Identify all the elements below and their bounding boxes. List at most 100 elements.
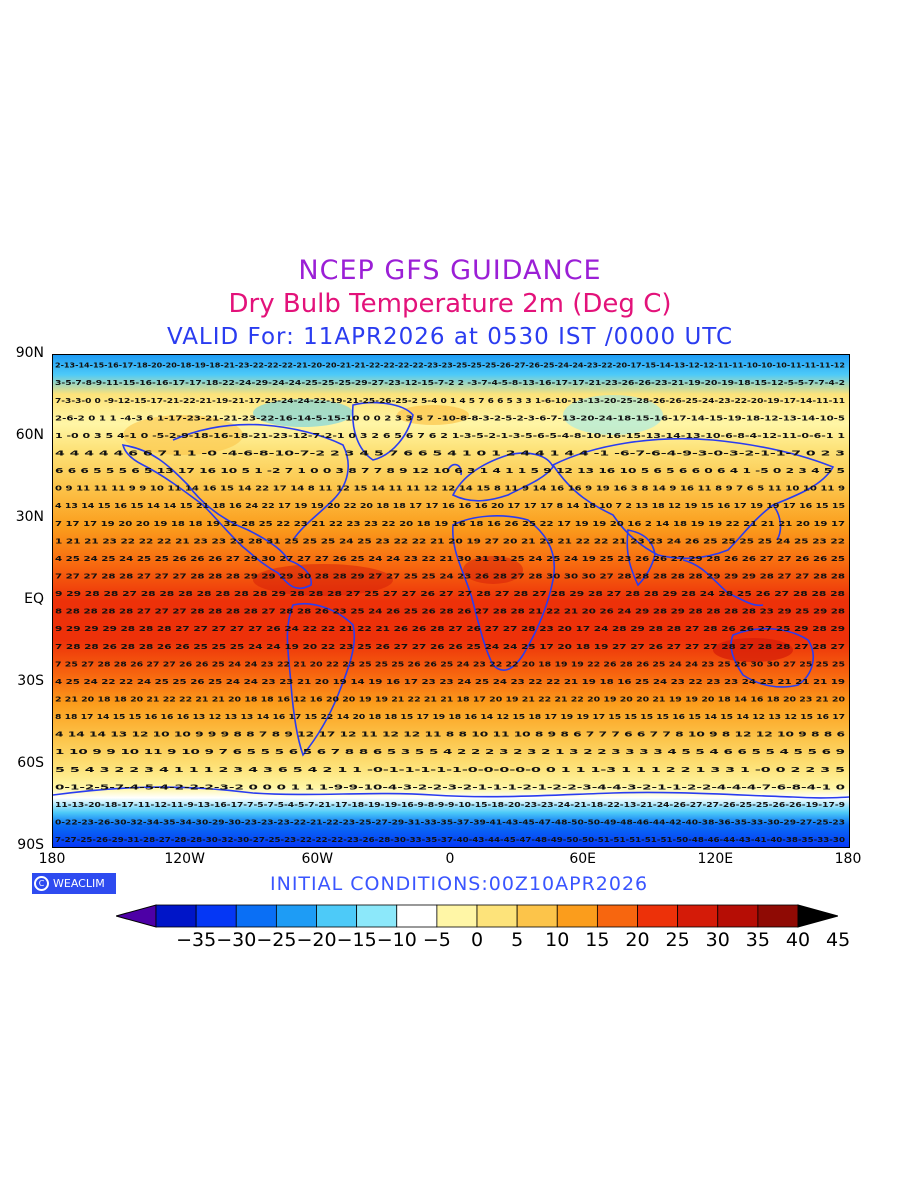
greenland-outline [351,401,414,461]
colorbar-swatch [275,904,317,928]
colorbar [116,904,838,928]
colorbar-label: −5 [422,929,451,951]
colorbar-swatch [757,904,799,928]
weaclim-logo: C WEACLIM [32,873,116,894]
temperature-row: 8 28 28 28 28 27 27 27 28 28 28 28 27 28… [55,607,845,616]
cool-patch [563,395,663,435]
temperature-row: 0-1-2-5-7-4-5-4-2-2-2-3-2 0 0 0 1 1 1-9-… [55,782,845,791]
temperature-row: 2-13-14-15-16-17-18-20-20-18-19-18-21-23… [55,361,845,370]
longitude-label: 120E [697,851,734,867]
colorbar-swatch [235,904,277,928]
warm-patch [463,556,523,584]
temperature-row: 4 13 14 15 16 15 14 14 15 21 18 16 24 22… [55,501,845,510]
colorbar-label: 40 [785,929,811,951]
map-subtitle: Dry Bulb Temperature 2m (Deg C) [228,289,672,319]
cool-patch [397,405,469,425]
colorbar-swatch [396,904,438,928]
antarctica-outline [53,786,849,799]
colorbar-label: 25 [665,929,690,951]
coastlines [53,401,849,799]
colorbar-high-triangle [797,904,838,928]
colorbar-label: −25 [256,929,297,951]
colorbar-label: 20 [625,929,650,951]
temperature-row: 4 14 14 13 12 10 10 9 9 9 8 8 7 8 9 12 1… [55,730,845,739]
temperature-row: 11-13-20-18-17-11-12-11-9-13-16-17-7-5-7… [55,800,845,809]
temperature-row: 1 21 21 23 22 22 22 21 23 23 23 28 31 25… [55,536,845,545]
colorbar-swatch [717,904,759,928]
temperature-row: 4 25 24 22 22 24 25 25 26 25 24 24 23 23… [55,677,845,686]
longitude-label: 60E [569,851,596,867]
colorbar-swatch [556,904,598,928]
colorbar-label: −10 [376,929,417,951]
temperature-row: 5 5 4 3 2 2 3 4 1 1 1 2 3 4 3 6 5 4 2 1 … [55,765,845,774]
temperature-row: 7 17 17 19 20 20 19 18 18 19 32 28 25 22… [55,519,845,528]
temperature-row: 0 9 11 11 11 9 9 10 11 14 16 15 14 22 17… [55,484,845,493]
colorbar-label: −15 [336,929,377,951]
colorbar-swatch [316,904,358,928]
north-america-north [172,423,349,541]
latitude-label: 60N [15,427,44,443]
temperature-row: 8 18 17 14 15 15 16 16 16 13 12 13 13 14… [55,712,845,721]
temperature-row: 7 27 27 28 28 27 27 27 28 28 28 29 29 29… [55,572,845,581]
colorbar-swatch [677,904,719,928]
latitude-label: 90N [15,345,44,361]
colorbar-label: 10 [545,929,570,951]
longitude-label: 180 [834,851,862,867]
latitude-label: 30N [15,509,44,525]
colorbar-label: 35 [745,929,770,951]
temperature-row: 7 28 28 26 28 28 26 26 25 25 25 24 24 19… [55,642,845,651]
colorbar-label: 30 [705,929,730,951]
uk-outline [447,463,463,476]
colorbar-label: −30 [216,929,257,951]
temperature-row: 6 6 6 5 5 5 6 5 13 17 16 10 5 1 -2 7 1 0… [55,466,845,475]
temperature-row: 4 25 24 25 24 25 25 26 26 26 27 29 30 27… [55,554,845,563]
europe-outline [451,452,554,502]
australia-outline [730,627,814,688]
india-outline [626,529,656,587]
temperature-row: 7 25 27 28 28 26 27 27 26 26 25 24 24 23… [55,659,845,668]
colorbar-swatch [596,904,638,928]
longitude-label: 180 [38,851,66,867]
temperature-map: 2-13-14-15-16-17-18-20-20-18-19-18-21-23… [52,354,850,848]
longitude-label: 0 [445,851,455,867]
latitude-label: 30S [17,673,44,689]
colorbar-label: −35 [176,929,217,951]
temperature-row: 9 29 28 28 27 28 28 28 28 28 28 28 29 28… [55,589,845,598]
temperature-row: 2 21 20 18 18 20 21 22 22 21 21 20 18 18… [55,695,845,704]
temperature-row: 1 10 9 9 10 11 9 10 9 7 6 5 5 5 6 5 6 7 … [55,747,845,756]
cool-patch [253,399,353,427]
temperature-row: 9 29 29 29 28 28 28 27 27 27 27 27 26 24… [55,624,845,633]
longitude-label: 120W [164,851,205,867]
asia-outline [551,437,835,560]
colorbar-swatch [476,904,518,928]
colorbar-labels: −35 −30 −25 −20 −15 −10 −5 0 5 10 15 20 25 30 35 40 45 [0,929,900,953]
longitude-label: 60W [301,851,334,867]
cool-patch [123,415,243,455]
logo-text: WEACLIM [53,877,105,890]
colorbar-swatch [436,904,478,928]
south-america-outline [286,602,356,757]
temperature-row: 2-6-2 0 1 1 -4-3 6 1-17-23-21-21-23-22-1… [55,413,845,422]
latitude-label: 60S [17,755,44,771]
valid-time: VALID For: 11APR2026 at 0530 IST /0000 U… [166,324,734,350]
colorbar-swatch [356,904,398,928]
colorbar-label: 45 [826,929,851,951]
temperature-row: 7-27-25-26-29-31-28-27-28-28-30-32-30-27… [55,835,845,844]
temperature-row: 1 -0 0 3 5 4-1 0 -5-2-9-18-16-18-21-23-1… [55,431,845,440]
initial-conditions: INITIAL CONDITIONS:00Z10APR2026 [270,873,649,895]
temperature-row: 3-5-7-8-9-11-15-16-16-17-17-18-22-24-29-… [55,378,845,387]
colorbar-swatch [195,904,237,928]
colorbar-label: 5 [511,929,524,951]
colorbar-swatch [637,904,679,928]
colorbar-low-triangle [116,904,157,928]
north-america-outline [121,444,313,590]
southeast-asia-outline [682,559,764,607]
logo-mark-icon: C [34,876,49,891]
colorbar-swatch [155,904,197,928]
colorbar-label: −20 [296,929,337,951]
temperature-map-svg: 2-13-14-15-16-17-18-20-20-18-19-18-21-23… [52,354,850,848]
latitude-label: EQ [24,591,44,607]
temperature-row: 7-3-3-0 0 -9-12-15-17-21-22-21-19-21-17-… [55,396,845,405]
colorbar-label: 15 [585,929,610,951]
colorbar-label: 0 [470,929,484,951]
